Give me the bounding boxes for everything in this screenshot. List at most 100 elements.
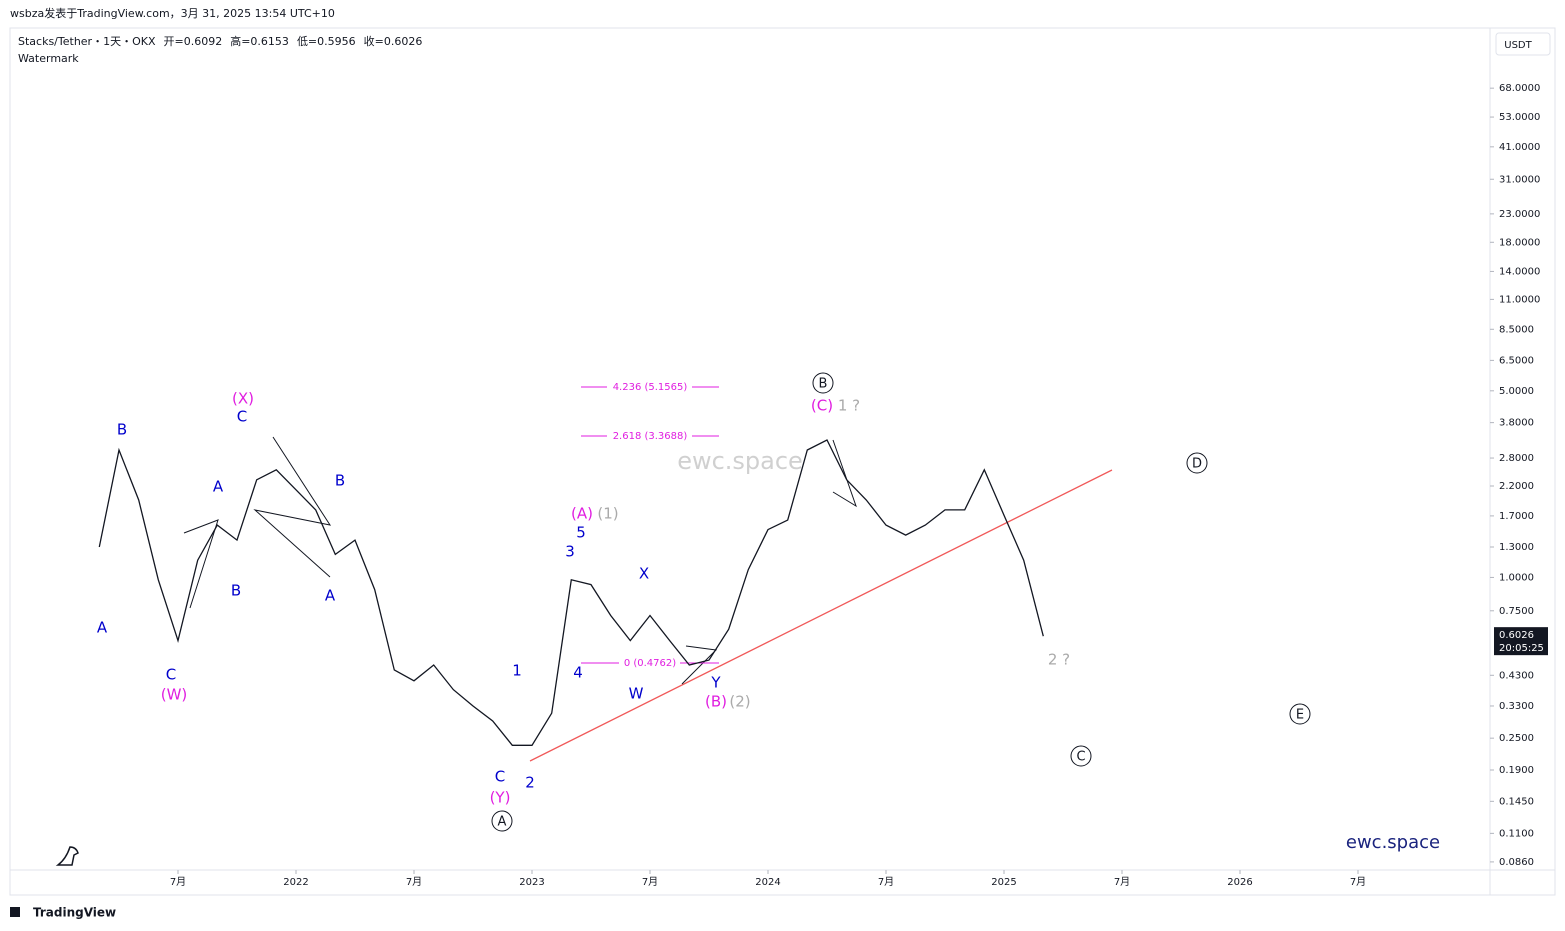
wave-label: C (237, 408, 247, 426)
wave-label: (W) (161, 686, 188, 704)
x-tick-label: 2023 (519, 877, 544, 888)
y-tick-label: 2.2000 (1499, 481, 1534, 492)
price-line (98, 439, 1044, 746)
wave-label: C (495, 768, 505, 786)
y-tick-label: 0.1100 (1499, 828, 1534, 839)
tv-logo-text: TradingView (33, 906, 116, 920)
wave-label: A (97, 619, 108, 637)
circled-text: B (819, 377, 828, 392)
wave-label: X (639, 565, 649, 583)
y-tick-label: 1.0000 (1499, 572, 1534, 583)
x-tick-label: 7月 (406, 876, 422, 888)
tv-logo-icon (10, 907, 20, 917)
wave-label: (C) (811, 397, 833, 415)
y-tick-label: 18.0000 (1499, 237, 1540, 248)
wave-label: 4 (573, 664, 583, 682)
x-tick-label: 7月 (1114, 876, 1130, 888)
wave-label: 1 (512, 662, 522, 680)
y-tick-label: 0.0860 (1499, 857, 1534, 868)
circled-label: E (1289, 703, 1311, 725)
y-tick-label: 14.0000 (1499, 266, 1540, 277)
wave-label: B (231, 582, 241, 600)
wave-label: W (629, 685, 644, 703)
y-tick-label: 1.7000 (1499, 511, 1534, 522)
x-tick-label: 2022 (283, 877, 308, 888)
y-tick-label: 41.0000 (1499, 142, 1540, 153)
x-tick-label: 2026 (1227, 877, 1252, 888)
x-tick-label: 2025 (991, 877, 1016, 888)
wave-label: (X) (232, 390, 254, 408)
y-tick-label: 0.3300 (1499, 701, 1534, 712)
x-tick-label: 7月 (878, 876, 894, 888)
wave-label: Y (710, 674, 721, 692)
label-circle (1186, 452, 1208, 474)
y-tick-label: 53.0000 (1499, 112, 1540, 123)
brand-text: ewc.space (1346, 832, 1440, 853)
label-circle (812, 372, 834, 394)
y-tick-label: 1.3000 (1499, 542, 1534, 553)
wave-label: (1) (597, 505, 618, 523)
countdown: 20:05:25 (1499, 643, 1544, 654)
circled-text: E (1296, 708, 1304, 723)
y-tick-label: 0.7500 (1499, 606, 1534, 617)
circled-label: A (491, 810, 513, 832)
currency-button[interactable] (1495, 32, 1551, 56)
wave-label: 3 (565, 543, 575, 561)
wave-label: B (335, 472, 345, 490)
fib-label: 2.618 (3.3688) (613, 431, 688, 442)
wave-label: A (325, 587, 336, 605)
wave-label: A (213, 478, 224, 496)
y-tick-label: 0.2500 (1499, 733, 1534, 744)
wave-label: (A) (571, 505, 593, 523)
x-tick-label: 7月 (1350, 876, 1366, 888)
y-tick-label: 0.4300 (1499, 670, 1534, 681)
wave-label: 5 (576, 524, 586, 542)
y-tick-label: 3.8000 (1499, 418, 1534, 429)
ohlc-label: 开=0.6092 (164, 35, 223, 48)
wave-label: (2) (729, 693, 750, 711)
wave-label: 2 ? (1048, 651, 1070, 669)
y-tick-label: 6.5000 (1499, 355, 1534, 366)
watermark: ewc.space (677, 447, 803, 475)
y-tick-label: 0.1900 (1499, 765, 1534, 776)
x-tick-label: 7月 (642, 876, 658, 888)
ohlc-label: 收=0.6026 (364, 34, 423, 48)
fib-label: 0 (0.4762) (624, 658, 676, 669)
symbol-title[interactable]: Stacks/Tether・1天・OKX (18, 35, 156, 48)
published-line: wsbza发表于TradingView.com，3月 31, 2025 13:5… (10, 6, 335, 20)
trend-line (529, 469, 1113, 762)
wave-label: B (117, 421, 127, 439)
circled-label: C (1070, 745, 1092, 767)
wave-label: (B) (705, 693, 727, 711)
y-tick-label: 2.8000 (1499, 453, 1534, 464)
logo-icon (55, 846, 79, 866)
fib-label: 4.236 (5.1565) (613, 382, 688, 393)
circled-text: C (1076, 750, 1085, 765)
y-tick-label: 23.0000 (1499, 209, 1540, 220)
frame (9, 27, 1556, 896)
circled-text: D (1192, 457, 1202, 472)
x-tick-label: 7月 (170, 876, 186, 888)
y-tick-label: 11.0000 (1499, 294, 1540, 305)
wave-label: 1 ? (838, 397, 860, 415)
y-tick-label: 68.0000 (1499, 83, 1540, 94)
circled-label: D (1186, 452, 1208, 474)
last-price-tag (1494, 627, 1548, 656)
ohlc-label: 高=0.6153 (230, 34, 289, 48)
label-circle (491, 810, 513, 832)
indicator-label: Watermark (18, 52, 79, 65)
ohlc-label: 低=0.5956 (297, 35, 356, 48)
y-tick-label: 0.1450 (1499, 796, 1534, 807)
label-circle (1070, 745, 1092, 767)
last-price: 0.6026 (1499, 630, 1534, 641)
y-tick-label: 8.5000 (1499, 324, 1534, 335)
currency[interactable]: USDT (1504, 40, 1532, 51)
x-tick-label: 2024 (755, 877, 780, 888)
label-circle (1289, 703, 1311, 725)
circled-label: B (812, 372, 834, 394)
y-tick-label: 5.0000 (1499, 386, 1534, 397)
y-tick-label: 31.0000 (1499, 174, 1540, 185)
wave-label: C (166, 666, 176, 684)
